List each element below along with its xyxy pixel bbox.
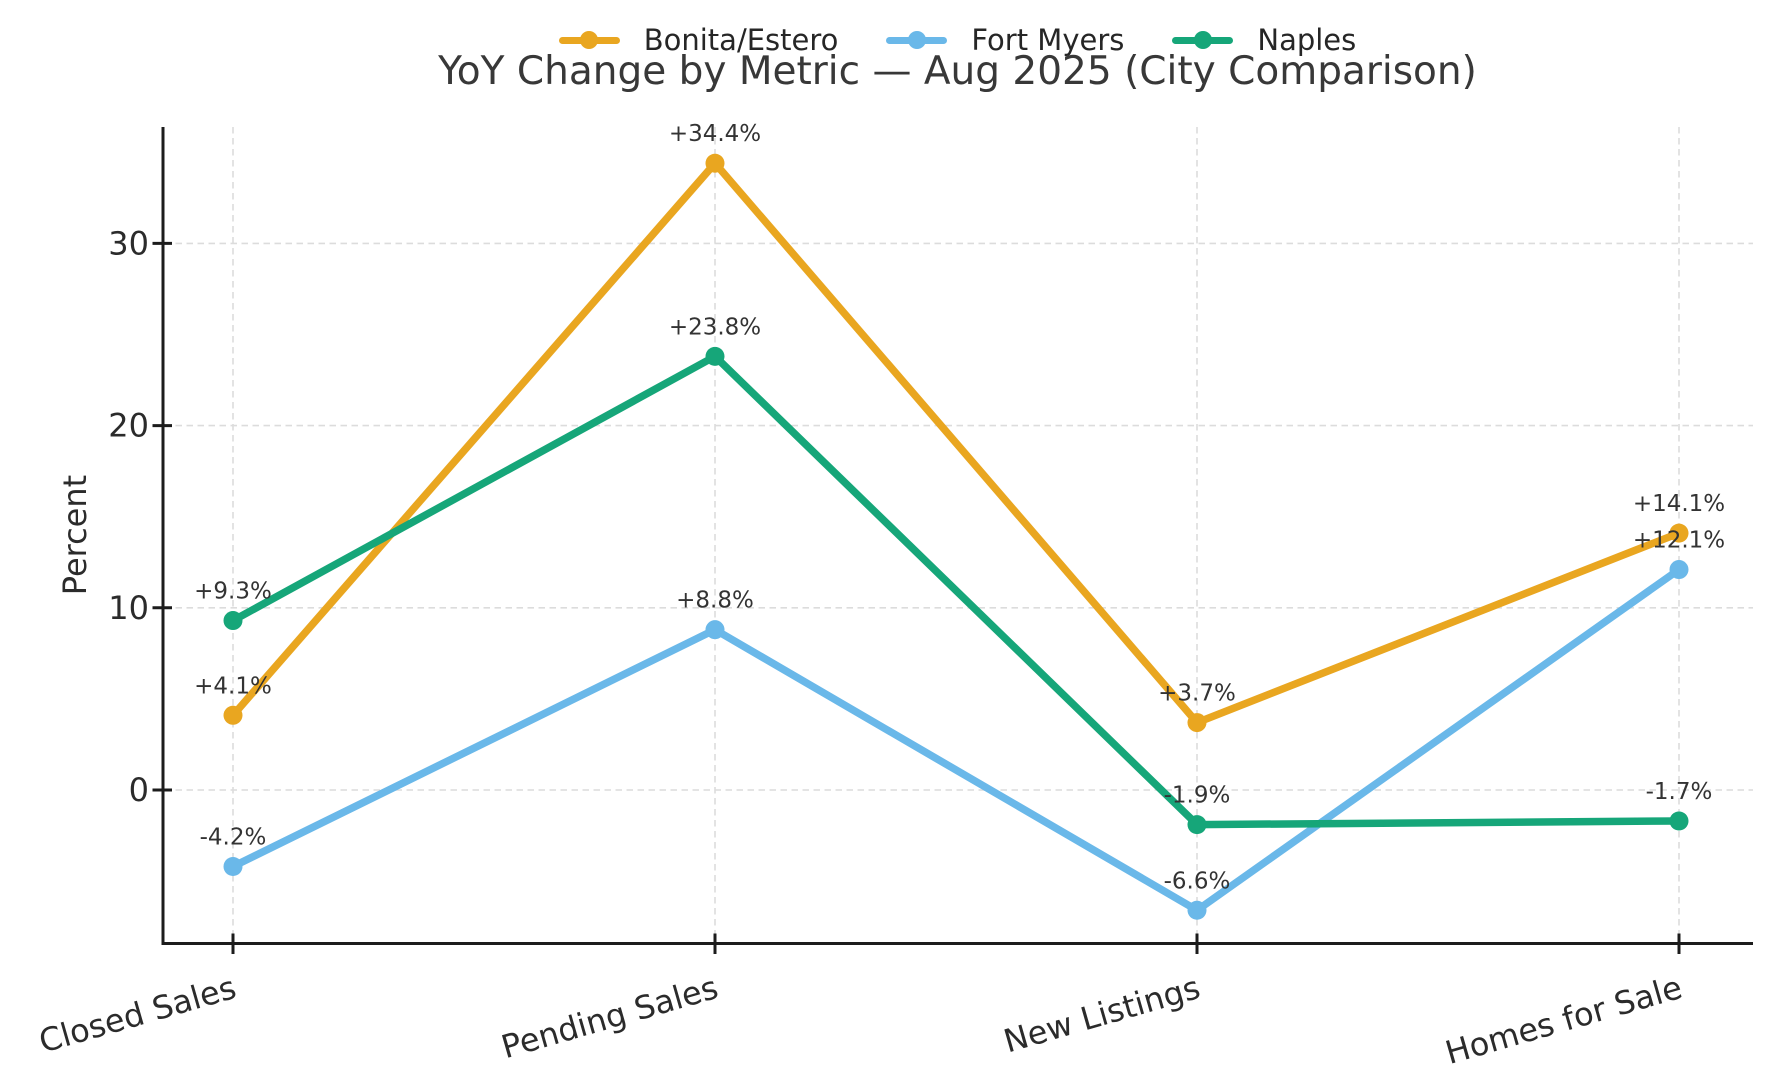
legend-label: Naples — [1257, 23, 1357, 57]
y-tick-label: 0 — [129, 771, 149, 809]
legend: Bonita/Estero Fort Myers Naples — [162, 21, 1753, 59]
marker-bonita-estero — [705, 153, 725, 173]
point-label-naples: +23.8% — [669, 314, 761, 340]
legend-label: Fort Myers — [971, 23, 1125, 57]
y-tick-label: 30 — [108, 224, 149, 262]
marker-naples — [705, 346, 725, 366]
x-category-label: Closed Sales — [35, 968, 240, 1060]
y-tick-label: 20 — [108, 407, 149, 445]
point-label-fort-myers: -6.6% — [1164, 868, 1231, 894]
legend-item-bonita-estero: Bonita/Estero — [558, 23, 839, 57]
point-label-fort-myers: +8.8% — [676, 588, 754, 614]
marker-naples — [1669, 811, 1689, 831]
point-label-naples: +9.3% — [194, 579, 272, 605]
marker-fort-myers — [1669, 560, 1689, 580]
legend-dot-icon — [580, 31, 599, 49]
series-line-fort-myers — [229, 565, 1683, 915]
marker-naples — [223, 611, 243, 631]
marker-fort-myers — [1187, 900, 1207, 920]
marker-fort-myers — [705, 620, 725, 640]
legend-swatch — [1172, 31, 1234, 49]
legend-dot-icon — [907, 31, 926, 49]
x-category-label: Homes for Sale — [1441, 968, 1686, 1072]
x-category-label: New Listings — [999, 968, 1204, 1060]
marker-fort-myers — [223, 857, 243, 877]
marker-bonita-estero — [1187, 713, 1207, 733]
legend-dot-icon — [1193, 31, 1212, 49]
y-axis-title: Percent — [56, 475, 94, 595]
point-label-bonita-estero: +34.4% — [669, 121, 761, 147]
legend-item-fort-myers: Fort Myers — [886, 23, 1124, 57]
legend-swatch — [886, 31, 948, 49]
point-label-naples: -1.7% — [1646, 779, 1713, 805]
point-label-bonita-estero: +3.7% — [1158, 681, 1236, 707]
point-label-fort-myers: +12.1% — [1633, 528, 1725, 554]
legend-swatch — [558, 31, 620, 49]
series-line-naples — [229, 352, 1683, 829]
legend-item-naples: Naples — [1172, 23, 1356, 57]
marker-naples — [1187, 815, 1207, 835]
point-label-naples: -1.9% — [1164, 783, 1231, 809]
marker-bonita-estero — [1669, 523, 1689, 543]
marker-bonita-estero — [223, 705, 243, 725]
y-tick-label: 10 — [108, 589, 149, 627]
legend-label: Bonita/Estero — [643, 23, 839, 57]
x-category-label: Pending Sales — [497, 968, 722, 1066]
series-line-bonita-estero — [229, 159, 1683, 727]
point-label-bonita-estero: +4.1% — [194, 673, 272, 699]
point-label-bonita-estero: +14.1% — [1633, 491, 1725, 517]
chart-title: YoY Change by Metric — Aug 2025 (City Co… — [438, 49, 1477, 94]
point-label-fort-myers: -4.2% — [200, 825, 267, 851]
